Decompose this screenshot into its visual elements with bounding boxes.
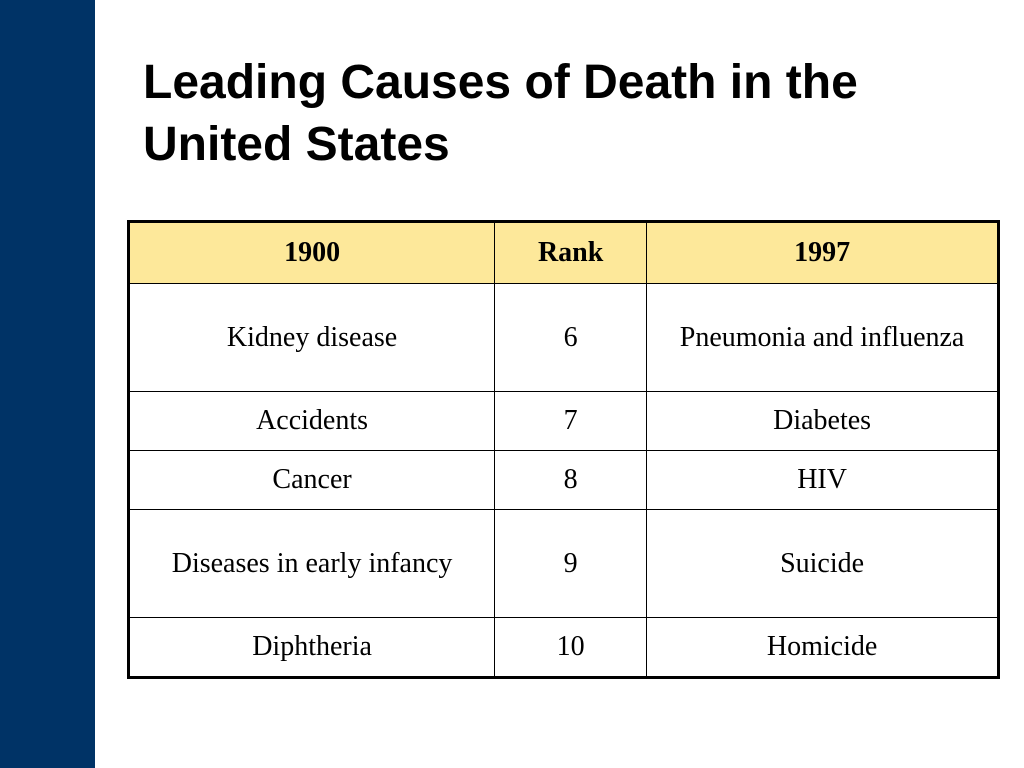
cell-rank: 8 (494, 450, 648, 510)
cell-1997: Homicide (646, 617, 999, 678)
table-row: Diseases in early infancy 9 Suicide (127, 509, 999, 618)
cell-1900: Kidney disease (127, 283, 496, 392)
table-row: Accidents 7 Diabetes (127, 391, 999, 451)
column-header-1997: 1997 (646, 221, 999, 284)
column-header-1900: 1900 (127, 221, 496, 284)
cell-rank: 10 (494, 617, 648, 678)
table-row: Cancer 8 HIV (127, 450, 999, 510)
cell-1997: Suicide (646, 509, 999, 618)
sidebar-accent (0, 0, 95, 768)
slide-title: Leading Causes of Death in the United St… (143, 56, 858, 171)
cell-1900: Accidents (127, 391, 496, 451)
column-header-rank: Rank (494, 221, 648, 284)
cell-rank: 6 (494, 283, 648, 392)
cell-1900: Cancer (127, 450, 496, 510)
cell-1997: HIV (646, 450, 999, 510)
table-row: Diphtheria 10 Homicide (127, 617, 999, 678)
cell-1997: Diabetes (646, 391, 999, 451)
table-row: Kidney disease 6 Pneumonia and influenza (127, 283, 999, 392)
cell-rank: 9 (494, 509, 648, 618)
causes-table: 1900 Rank 1997 Kidney disease 6 Pneumoni… (127, 220, 1000, 679)
cell-1900: Diseases in early infancy (127, 509, 496, 618)
table-header-row: 1900 Rank 1997 (127, 221, 999, 284)
cell-rank: 7 (494, 391, 648, 451)
cell-1900: Diphtheria (127, 617, 496, 678)
cell-1997: Pneumonia and influenza (646, 283, 999, 392)
